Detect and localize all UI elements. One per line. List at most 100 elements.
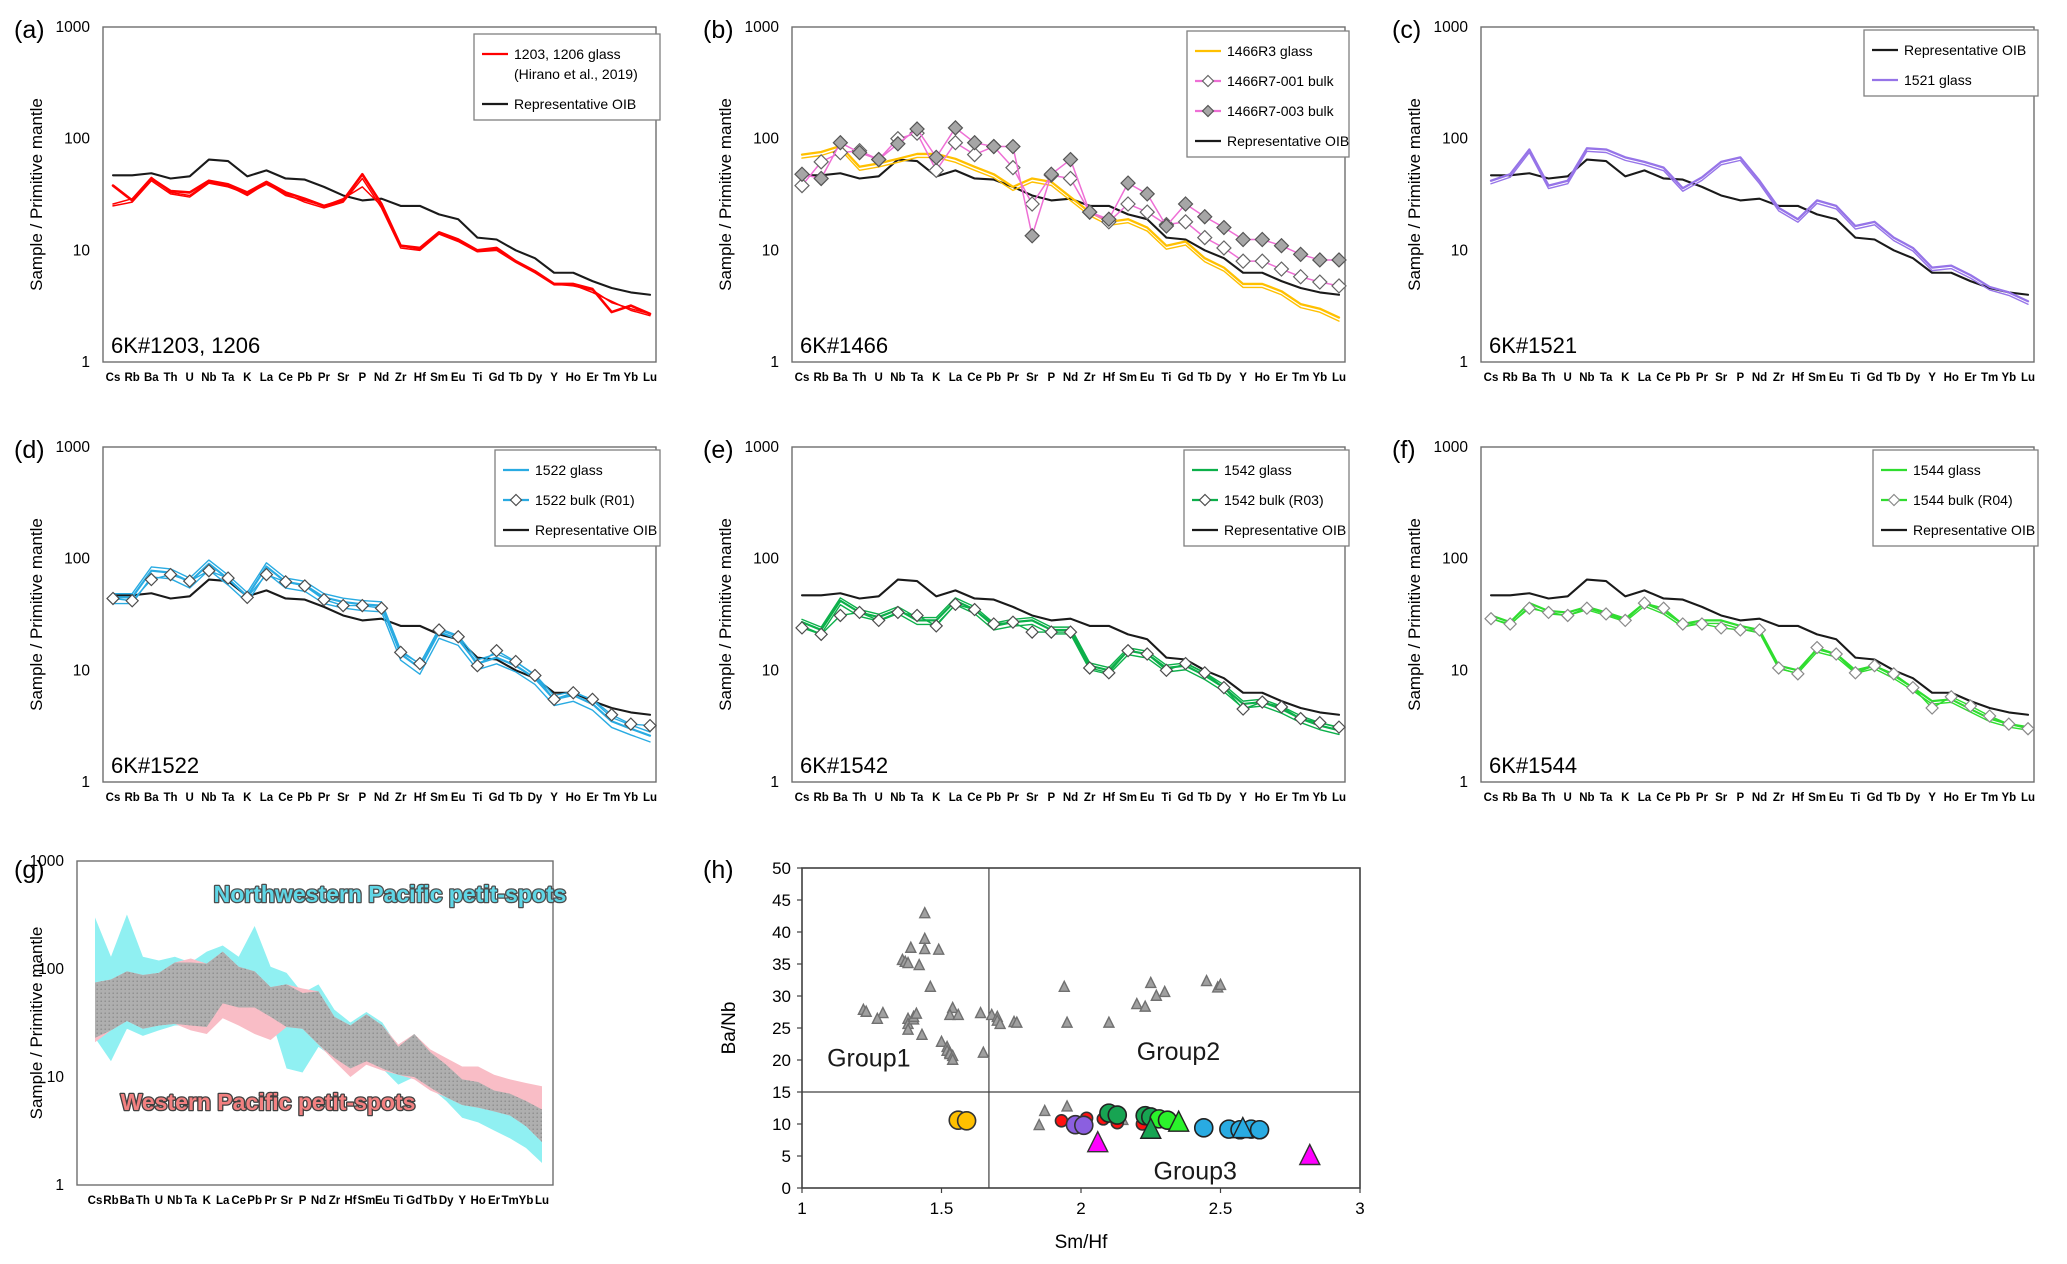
chart-a: 1 10 100 1000 Cs Rb Ba Th U Nb Ta K La Ce Pb Pr Sr P Nd Zr H… <box>14 16 661 384</box>
data-point <box>1139 999 1152 1012</box>
diamond-marker <box>1714 621 1728 635</box>
y-axis-title: Sample / Primitive mantle <box>27 518 46 711</box>
data-point <box>1193 1118 1214 1138</box>
diamond-marker <box>374 601 389 616</box>
data-point <box>1144 975 1157 989</box>
data-point <box>913 957 926 971</box>
diamond-marker <box>451 629 466 644</box>
x-category-label: Sr <box>1715 792 1728 804</box>
y-tick-label: 1000 <box>56 439 91 456</box>
x-category-label: Rb <box>1503 792 1518 804</box>
y-tick-label: 100 <box>1442 551 1468 568</box>
panel-f: 1 10 100 1000 Cs Rb Ba Th U Nb Ta K La Ce Pb Pr Sr P Nd Zr H… <box>1378 420 2067 840</box>
panel-annotation: 6K#1521 <box>1489 333 1577 358</box>
plot-box <box>1480 446 2035 783</box>
y-tick-label: 1000 <box>56 19 91 36</box>
data-point <box>946 1052 959 1065</box>
x-category-label: Ti <box>472 792 482 804</box>
x-category-label: Nd <box>1752 792 1767 804</box>
data-point <box>1150 988 1163 1001</box>
x-category-label: Sr <box>337 792 350 804</box>
legend-label: 1466R7-001 bulk <box>1227 73 1335 89</box>
x-category-label: Sm <box>1808 372 1826 384</box>
x-category-label: Dy <box>1906 372 1921 384</box>
x-category-label: Dy <box>1217 792 1232 804</box>
series-line-representative-oib <box>1489 578 2030 716</box>
data-point <box>915 1027 929 1040</box>
x-category-label: Lu <box>2021 372 2035 384</box>
x-category-label: Zr <box>1773 792 1785 804</box>
x-category-label: Hf <box>1103 792 1115 804</box>
y-tick-label: 20 <box>772 1051 791 1070</box>
x-category-label: Gd <box>489 792 505 804</box>
x-category-label: Th <box>1542 792 1556 804</box>
y-tick-label: 1000 <box>745 19 780 36</box>
plot-box <box>102 446 657 783</box>
x-category-label: K <box>203 1195 212 1207</box>
x-category-label: Er <box>1275 792 1288 804</box>
legend-label: 1542 bulk (R03) <box>1224 492 1324 508</box>
diamond-marker <box>1235 253 1251 270</box>
x-category-label: Eu <box>451 792 466 804</box>
diamond-marker <box>1140 647 1155 661</box>
x-category-label: Ce <box>1656 792 1671 804</box>
series-line-representative-oib <box>800 578 1341 716</box>
diamond-marker <box>1695 617 1709 631</box>
data-point <box>1158 984 1171 998</box>
x-category-label: Pr <box>1696 792 1709 804</box>
x-category-label: Nb <box>167 1195 182 1207</box>
x-category-label: Y <box>458 1195 466 1207</box>
diamond-marker <box>585 692 600 707</box>
x-category-label: Tb <box>1198 792 1212 804</box>
data-point <box>974 1005 987 1019</box>
diamond-marker <box>1292 246 1309 263</box>
plot-box <box>76 860 554 1186</box>
y-tick-label: 100 <box>753 131 779 148</box>
diamond-marker <box>508 654 523 669</box>
diamond-marker <box>566 685 581 700</box>
panel-letter: (b) <box>703 16 734 44</box>
x-category-label: Nd <box>1752 372 1767 384</box>
plot-box <box>1480 26 2035 363</box>
x-category-label: Tm <box>603 372 620 384</box>
y-tick-label: 100 <box>1442 131 1468 148</box>
diamond-marker <box>1332 720 1346 734</box>
diamond-marker <box>2021 721 2035 736</box>
x-category-label: K <box>932 792 941 804</box>
x-category-label: Dy <box>528 792 543 804</box>
x-category-label: Tb <box>1198 372 1212 384</box>
legend-box <box>473 33 661 121</box>
x-category-label: Eu <box>1140 792 1155 804</box>
diamond-marker <box>528 668 542 683</box>
panel-letter: (c) <box>1392 16 1421 44</box>
diamond-marker <box>1637 596 1652 610</box>
diamond-marker <box>1618 613 1633 628</box>
diamond-marker <box>1274 700 1289 714</box>
x-category-label: Sm <box>1119 792 1137 804</box>
data-point <box>952 1007 965 1021</box>
diamond-marker <box>1925 701 1939 715</box>
diamond-marker <box>336 598 350 613</box>
x-category-label: Th <box>1542 372 1556 384</box>
diamond-marker <box>1062 170 1079 187</box>
x-category-label: Tm <box>1981 792 1998 804</box>
x-category-label: Tm <box>1981 372 1998 384</box>
diamond-marker <box>2001 717 2016 731</box>
x-category-label: U <box>186 372 194 384</box>
x-category-label: Ba <box>144 792 159 804</box>
x-category-label: Ho <box>1944 792 1959 804</box>
x-category-label: Yb <box>1312 372 1327 384</box>
x-category-label: Lu <box>643 792 657 804</box>
diamond-marker <box>1254 253 1271 270</box>
y-tick-label: 1 <box>770 354 779 371</box>
diamond-marker <box>1006 615 1020 630</box>
x-category-label: P <box>1047 792 1055 804</box>
x-category-label: Sm <box>430 372 448 384</box>
x-category-label: Er <box>1964 372 1977 384</box>
x-category-label: Y <box>550 792 558 804</box>
data-point <box>1073 1115 1094 1136</box>
x-category-label: Ba <box>144 372 159 384</box>
x-category-label: Ta <box>1600 792 1613 804</box>
series-line-1466R3-glass <box>801 148 1340 322</box>
